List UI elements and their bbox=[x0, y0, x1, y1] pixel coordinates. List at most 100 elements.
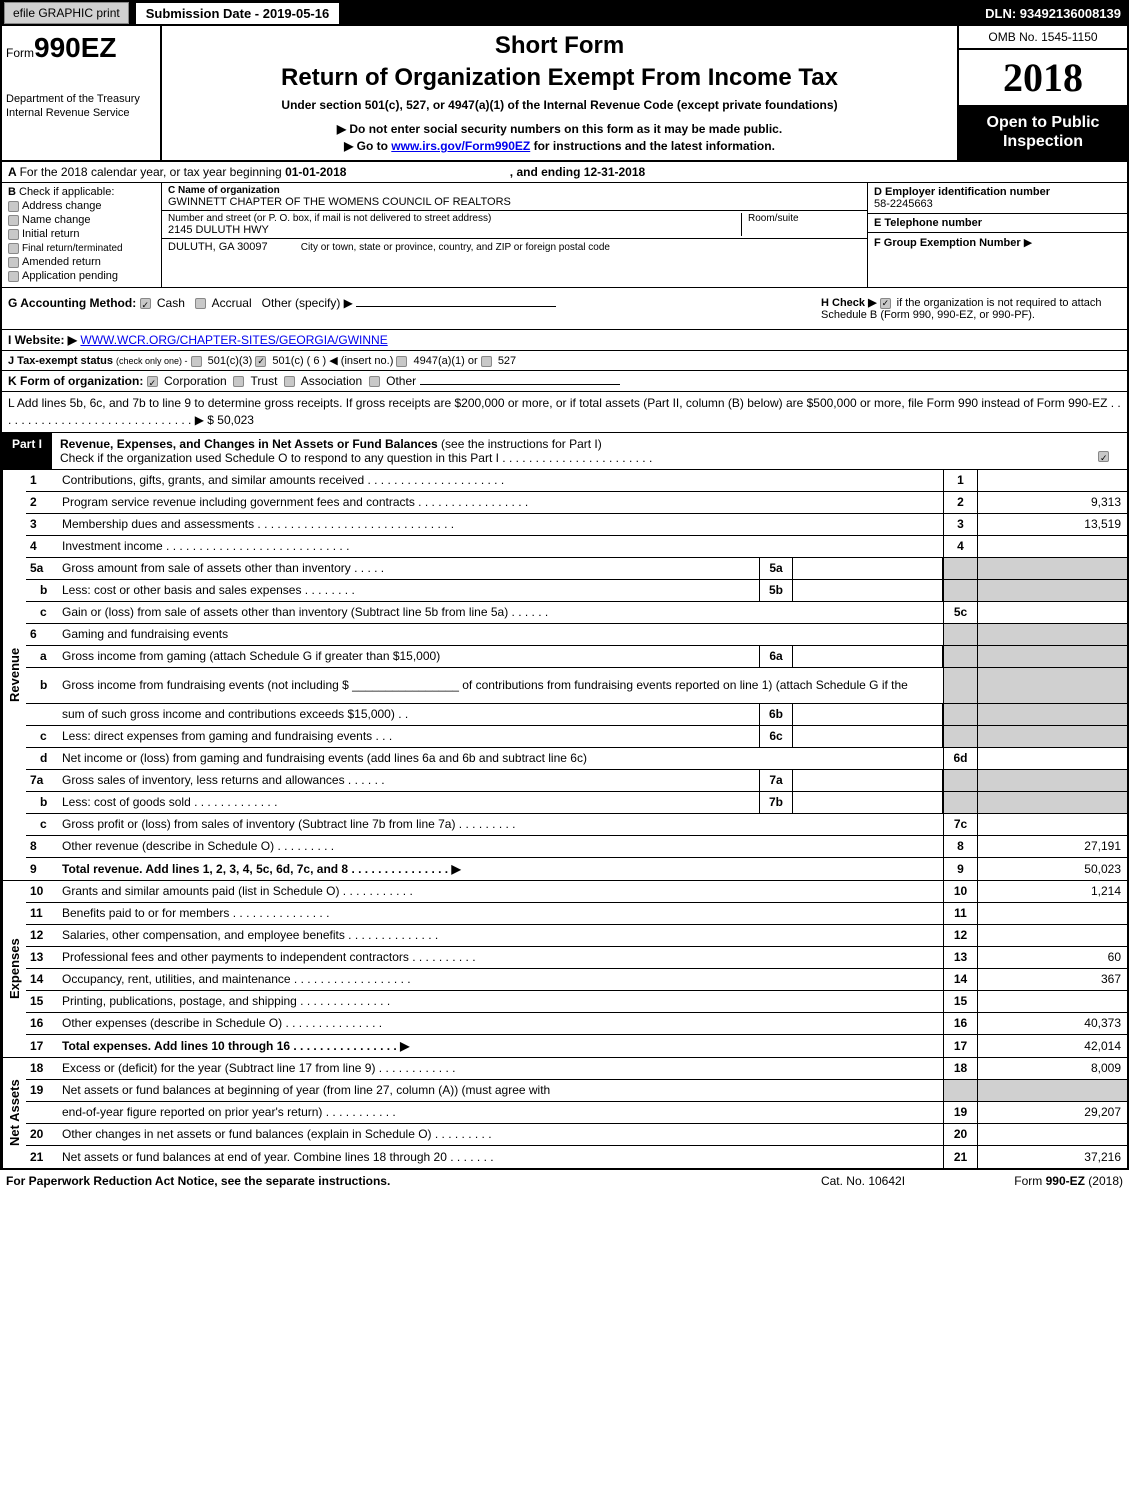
chk-final-return[interactable] bbox=[8, 243, 19, 254]
right-line-value bbox=[977, 646, 1127, 667]
line-text: Grants and similar amounts paid (list in… bbox=[60, 881, 943, 901]
right-line-value bbox=[977, 704, 1127, 725]
right-line-number: 21 bbox=[943, 1146, 977, 1168]
right-line-value bbox=[977, 1124, 1127, 1145]
right-line-value bbox=[977, 536, 1127, 557]
line-text: Gross sales of inventory, less returns a… bbox=[60, 770, 759, 790]
table-row: bGross income from fundraising events (n… bbox=[26, 668, 1127, 704]
line-number: 20 bbox=[26, 1124, 60, 1144]
chk-corporation[interactable] bbox=[147, 376, 158, 387]
line-number bbox=[26, 711, 60, 717]
table-row: end-of-year figure reported on prior yea… bbox=[26, 1102, 1127, 1124]
mid-line-number: 7b bbox=[759, 792, 793, 813]
open-line1: Open to Public bbox=[961, 113, 1125, 132]
org-name: GWINNETT CHAPTER OF THE WOMENS COUNCIL O… bbox=[168, 196, 511, 208]
right-line-number bbox=[943, 770, 977, 791]
lbl-trust: Trust bbox=[251, 374, 278, 388]
ein-label: D Employer identification number bbox=[874, 186, 1121, 198]
table-row: 4Investment income . . . . . . . . . . .… bbox=[26, 536, 1127, 558]
chk-initial-return[interactable] bbox=[8, 229, 19, 240]
line-number: 15 bbox=[26, 991, 60, 1011]
chk-527[interactable] bbox=[481, 356, 492, 367]
mid-line-number: 6a bbox=[759, 646, 793, 667]
mid-line-number: 5b bbox=[759, 580, 793, 601]
line-text: Gaming and fundraising events bbox=[60, 624, 943, 644]
chk-cash[interactable] bbox=[140, 298, 151, 309]
table-row: 9Total revenue. Add lines 1, 2, 3, 4, 5c… bbox=[26, 858, 1127, 880]
mid-line-number: 6c bbox=[759, 726, 793, 747]
line-text: Less: cost or other basis and sales expe… bbox=[60, 580, 759, 600]
chk-association[interactable] bbox=[284, 376, 295, 387]
right-line-number: 16 bbox=[943, 1013, 977, 1034]
chk-501c3[interactable] bbox=[191, 356, 202, 367]
table-row: 13Professional fees and other payments t… bbox=[26, 947, 1127, 969]
line-text: Net income or (loss) from gaming and fun… bbox=[60, 748, 943, 768]
website-link[interactable]: WWW.WCR.ORG/CHAPTER-SITES/GEORGIA/GWINNE bbox=[80, 333, 387, 347]
chk-501c[interactable] bbox=[255, 356, 266, 367]
h-check: H Check ▶ if the organization is not req… bbox=[821, 296, 1121, 321]
addr-label: Number and street (or P. O. box, if mail… bbox=[168, 213, 741, 224]
chk-address-change[interactable] bbox=[8, 201, 19, 212]
line-text: Printing, publications, postage, and shi… bbox=[60, 991, 943, 1011]
line-text: Gross amount from sale of assets other t… bbox=[60, 558, 759, 578]
chk-name-change[interactable] bbox=[8, 215, 19, 226]
right-line-value bbox=[977, 668, 1127, 703]
line-text: Contributions, gifts, grants, and simila… bbox=[60, 470, 943, 490]
right-line-number: 2 bbox=[943, 492, 977, 513]
right-line-value: 8,009 bbox=[977, 1058, 1127, 1079]
right-line-value: 37,216 bbox=[977, 1146, 1127, 1168]
line-number: a bbox=[26, 646, 60, 666]
irs-link[interactable]: www.irs.gov/Form990EZ bbox=[391, 139, 530, 153]
line-number: 1 bbox=[26, 470, 60, 490]
table-row: 5aGross amount from sale of assets other… bbox=[26, 558, 1127, 580]
line-number: 8 bbox=[26, 836, 60, 856]
chk-schedule-o[interactable] bbox=[1098, 451, 1109, 462]
j-sub: (check only one) - bbox=[116, 356, 188, 366]
lbl-other-method: Other (specify) ▶ bbox=[262, 296, 353, 310]
right-line-number bbox=[943, 1080, 977, 1101]
line-number: 19 bbox=[26, 1080, 60, 1100]
line-number: 17 bbox=[26, 1036, 60, 1056]
chk-application-pending[interactable] bbox=[8, 271, 19, 282]
line-number: d bbox=[26, 748, 60, 768]
table-row: cGross profit or (loss) from sales of in… bbox=[26, 814, 1127, 836]
line-text: Other revenue (describe in Schedule O) .… bbox=[60, 836, 943, 856]
l-text: L Add lines 5b, 6c, and 7b to line 9 to … bbox=[8, 396, 1121, 427]
table-row: 1Contributions, gifts, grants, and simil… bbox=[26, 470, 1127, 492]
right-line-number: 4 bbox=[943, 536, 977, 557]
row-l: L Add lines 5b, 6c, and 7b to line 9 to … bbox=[0, 392, 1129, 433]
group-arrow: ▶ bbox=[1024, 237, 1032, 249]
line-text: Less: direct expenses from gaming and fu… bbox=[60, 726, 759, 746]
efile-print-button[interactable]: efile GRAPHIC print bbox=[4, 2, 129, 24]
website-label: I Website: ▶ bbox=[8, 333, 77, 347]
omb-number: OMB No. 1545-1150 bbox=[959, 26, 1127, 50]
right-line-value bbox=[977, 1080, 1127, 1101]
line-text: Total expenses. Add lines 10 through 16 … bbox=[60, 1036, 943, 1056]
lbl-association: Association bbox=[301, 374, 362, 388]
right-line-value bbox=[977, 770, 1127, 791]
form-prefix: Form bbox=[6, 46, 34, 60]
chk-amended-return[interactable] bbox=[8, 257, 19, 268]
line-text: Program service revenue including govern… bbox=[60, 492, 943, 512]
part1-desc: Revenue, Expenses, and Changes in Net As… bbox=[52, 433, 1127, 469]
right-line-value bbox=[977, 814, 1127, 835]
right-line-number bbox=[943, 624, 977, 645]
line-number: 5a bbox=[26, 558, 60, 578]
row-bcd: B Check if applicable: Address change Na… bbox=[0, 183, 1129, 288]
section-net-assets: Net Assets 18Excess or (deficit) for the… bbox=[2, 1058, 1127, 1168]
chk-4947[interactable] bbox=[396, 356, 407, 367]
chk-other-org[interactable] bbox=[369, 376, 380, 387]
chk-trust[interactable] bbox=[233, 376, 244, 387]
table-row: 12Salaries, other compensation, and empl… bbox=[26, 925, 1127, 947]
right-line-value: 27,191 bbox=[977, 836, 1127, 857]
right-line-number bbox=[943, 726, 977, 747]
line-number: 10 bbox=[26, 881, 60, 901]
line-number: b bbox=[26, 580, 60, 600]
line-number: b bbox=[26, 675, 60, 695]
right-line-number bbox=[943, 668, 977, 703]
room-label: Room/suite bbox=[748, 213, 861, 224]
line-text: Excess or (deficit) for the year (Subtra… bbox=[60, 1058, 943, 1078]
chk-accrual[interactable] bbox=[195, 298, 206, 309]
right-line-value: 13,519 bbox=[977, 514, 1127, 535]
chk-h[interactable] bbox=[880, 298, 891, 309]
